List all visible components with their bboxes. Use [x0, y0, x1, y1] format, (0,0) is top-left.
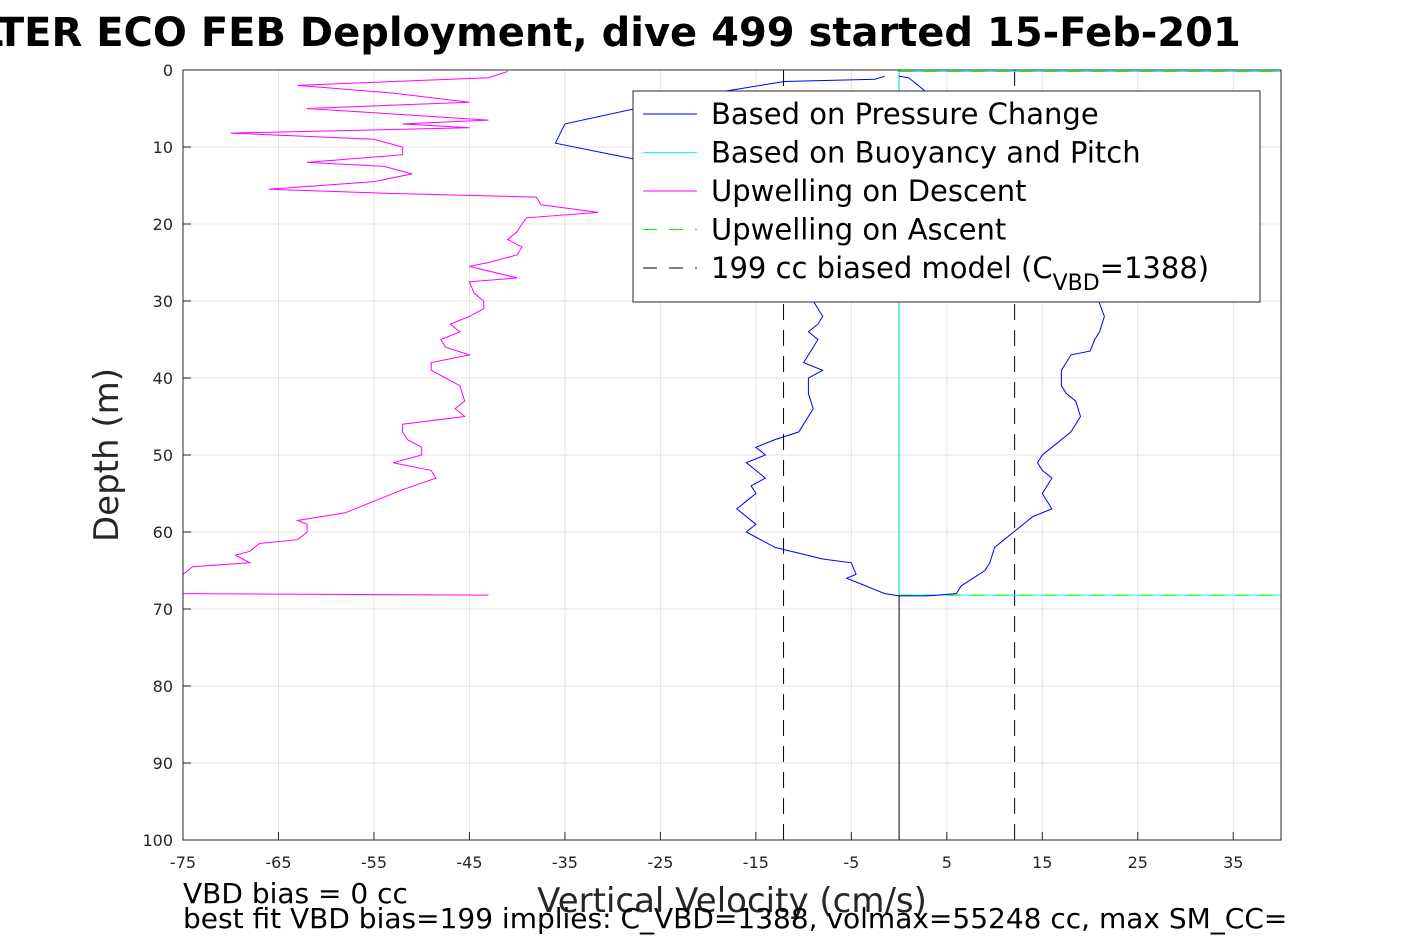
y-tick-label: 70	[153, 600, 173, 619]
legend-label: Upwelling on Ascent	[711, 213, 1006, 247]
x-tick-label: 35	[1223, 853, 1243, 872]
ticks: -75 -65 -55 -45 -35 -25 -15 -5 5 15 25 350102030405…	[142, 61, 1243, 872]
legend-label: 199 cc biased model (CVBD=1388)	[711, 251, 1209, 296]
x-tick-label: 25	[1128, 853, 1148, 872]
legend-label: Based on Buoyancy and Pitch	[711, 136, 1141, 170]
y-tick-label: 100	[142, 831, 173, 850]
series-upwelling-descent	[182, 71, 599, 575]
y-tick-label: 80	[153, 677, 173, 696]
x-tick-label: -65	[265, 853, 291, 872]
series-upwelling-descent-spike	[182, 593, 489, 596]
x-tick-label: -75	[170, 853, 196, 872]
y-axis-label: Depth (m)	[87, 368, 127, 542]
y-tick-label: 40	[153, 369, 173, 388]
y-tick-label: 0	[163, 61, 173, 80]
x-tick-label: -15	[743, 853, 769, 872]
x-tick-label: 15	[1032, 853, 1052, 872]
legend-label: Based on Pressure Change	[711, 97, 1099, 131]
legend: Based on Pressure Change Based on Buoyanc…	[632, 90, 1261, 303]
footer-line-1: VBD bias = 0 cc	[183, 877, 408, 910]
series-pressure-change	[554, 75, 1105, 597]
x-tick-label: -5	[843, 853, 859, 872]
x-tick-label: -25	[647, 853, 673, 872]
y-tick-label: 60	[153, 523, 173, 542]
y-tick-label: 30	[153, 292, 173, 311]
legend-box	[632, 90, 1261, 303]
x-axis-label: Vertical Velocity (cm/s)	[537, 881, 927, 921]
y-tick-label: 10	[153, 138, 173, 157]
legend-label: Upwelling on Descent	[711, 174, 1027, 208]
x-tick-label: 5	[942, 853, 952, 872]
x-tick-label: -45	[456, 853, 482, 872]
x-tick-label: -35	[552, 853, 578, 872]
footer-line-2: best fit VBD bias=199 implies: C_VBD=138…	[183, 902, 1287, 935]
x-tick-label: -55	[361, 853, 387, 872]
y-tick-label: 90	[153, 754, 173, 773]
y-tick-label: 50	[153, 446, 173, 465]
y-tick-label: 20	[153, 215, 173, 234]
chart-title: LTER ECO FEB Deployment, dive 499 starte…	[0, 10, 1241, 56]
